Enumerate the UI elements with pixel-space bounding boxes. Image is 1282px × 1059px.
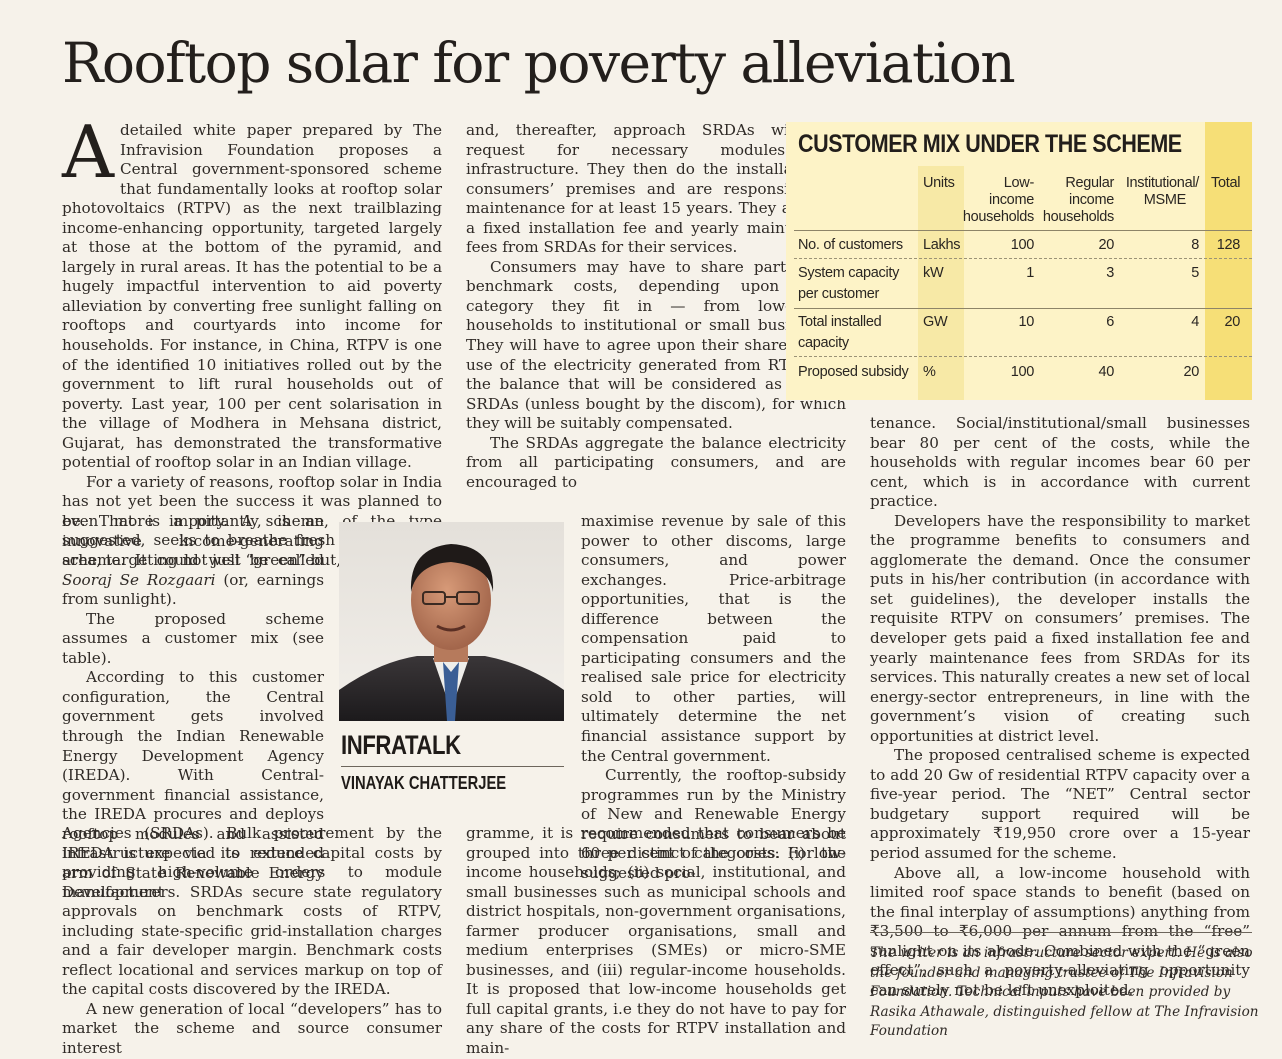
drop-cap: A [62,110,114,194]
header-low-income-1: Low- [1003,175,1035,191]
paragraph-continued: Agencies (SRDAs). Bulk procurement by th… [62,824,442,999]
row-label-capacity-1: System capacity [798,265,900,281]
paragraph-continued: gramme, it is recommended that consumers… [466,824,846,1058]
cell-low-income: 1 [1026,265,1034,281]
header-units: Units [923,175,955,191]
paragraph: Above all, a low-income household with l… [870,863,1250,999]
header-low-income-2: income [989,192,1034,208]
cell-units: kW [923,265,944,281]
paragraph: Consumers may have to share part of the … [466,257,846,433]
portrait-illustration [339,544,564,721]
cell-regular-income: 20 [1098,237,1114,253]
author-photo [339,522,564,721]
paragraph: According to this customer configuration… [62,668,324,902]
cell-total: 128 [1216,237,1241,253]
paragraph-continued: even more importantly, is an innovative … [62,512,324,609]
cell-regular-income: 6 [1106,314,1114,330]
row-divider [794,356,1252,357]
row-label-installed-1: Total installed [798,314,882,330]
cell-low-income: 10 [1018,314,1034,330]
author-name: VINAYAK CHATTERJEE [341,773,507,793]
article-column-1-narrow: even more importantly, is an innovative … [62,512,324,903]
cell-institutional: 20 [1183,364,1199,380]
paragraph: The proposed scheme assumes a customer m… [62,609,324,667]
header-total: Total [1211,175,1241,191]
cell-units: % [923,364,936,380]
column-brand: INFRATALK [341,730,461,760]
paragraph-continued: maximise revenue by sale of this power t… [581,512,846,765]
header-regular-income-1: Regular [1065,175,1114,191]
article-column-2-top: and, thereafter, approach SRDAs with the… [466,121,846,492]
cell-total: 20 [1224,314,1240,330]
header-institutional-2: MSME [1143,192,1187,208]
byline-divider [341,766,564,767]
cell-low-income: 100 [1010,364,1035,380]
cell-institutional: 4 [1191,314,1199,330]
paragraph-continued: tenance. Social/institutional/small busi… [870,414,1250,511]
author-footnote: The writer is an infrastructure sector e… [870,945,1259,1039]
cell-regular-income: 40 [1098,364,1114,380]
customer-mix-table: CUSTOMER MIX UNDER THE SCHEME Units Low-… [786,122,1252,400]
row-label-subsidy: Proposed subsidy [798,364,909,380]
paragraph: A new generation of local “developers” h… [62,999,442,1058]
headline: Rooftop solar for poverty alleviation [62,31,1016,95]
cell-regular-income: 3 [1106,265,1114,281]
header-regular-income-2: income [1069,192,1114,208]
total-column-band [1205,122,1252,400]
paragraph: Currently, the rooftop-subsidy programme… [581,766,846,882]
cell-units: Lakhs [923,237,961,253]
row-label-installed-2: capacity [798,335,849,351]
header-rule [794,230,1252,231]
paragraph: The proposed centralised scheme is expec… [870,746,1250,863]
article-column-2-bottom: gramme, it is recommended that consumers… [466,824,846,1059]
header-low-income-3: households [962,209,1034,225]
row-divider [794,258,1252,259]
cell-low-income: 100 [1010,237,1035,253]
article-column-3: tenance. Social/institutional/small busi… [870,414,1250,1000]
row-label-capacity-2: per customer [798,286,880,302]
header-regular-income-3: households [1042,209,1114,225]
cell-institutional: 5 [1191,265,1199,281]
cell-units: GW [923,314,948,330]
article-column-2-narrow: maximise revenue by sale of this power t… [581,512,846,883]
cell-institutional: 8 [1191,237,1199,253]
article-column-1-bottom: Agencies (SRDAs). Bulk procurement by th… [62,824,442,1059]
row-divider [794,308,1252,309]
table-title: CUSTOMER MIX UNDER THE SCHEME [798,130,1182,158]
paragraph: For a variety of reasons, rooftop solar … [62,472,442,570]
header-institutional-1: Institutional/ [1125,175,1199,191]
paragraph: The SRDAs aggregate the balance electric… [466,433,846,491]
units-column-band [918,166,964,400]
footnote-divider [870,932,1252,933]
row-label-customers: No. of customers [798,237,903,253]
paragraph: Developers have the responsibility to ma… [870,511,1250,745]
paragraph-continued: and, thereafter, approach SRDAs with the… [466,121,846,257]
